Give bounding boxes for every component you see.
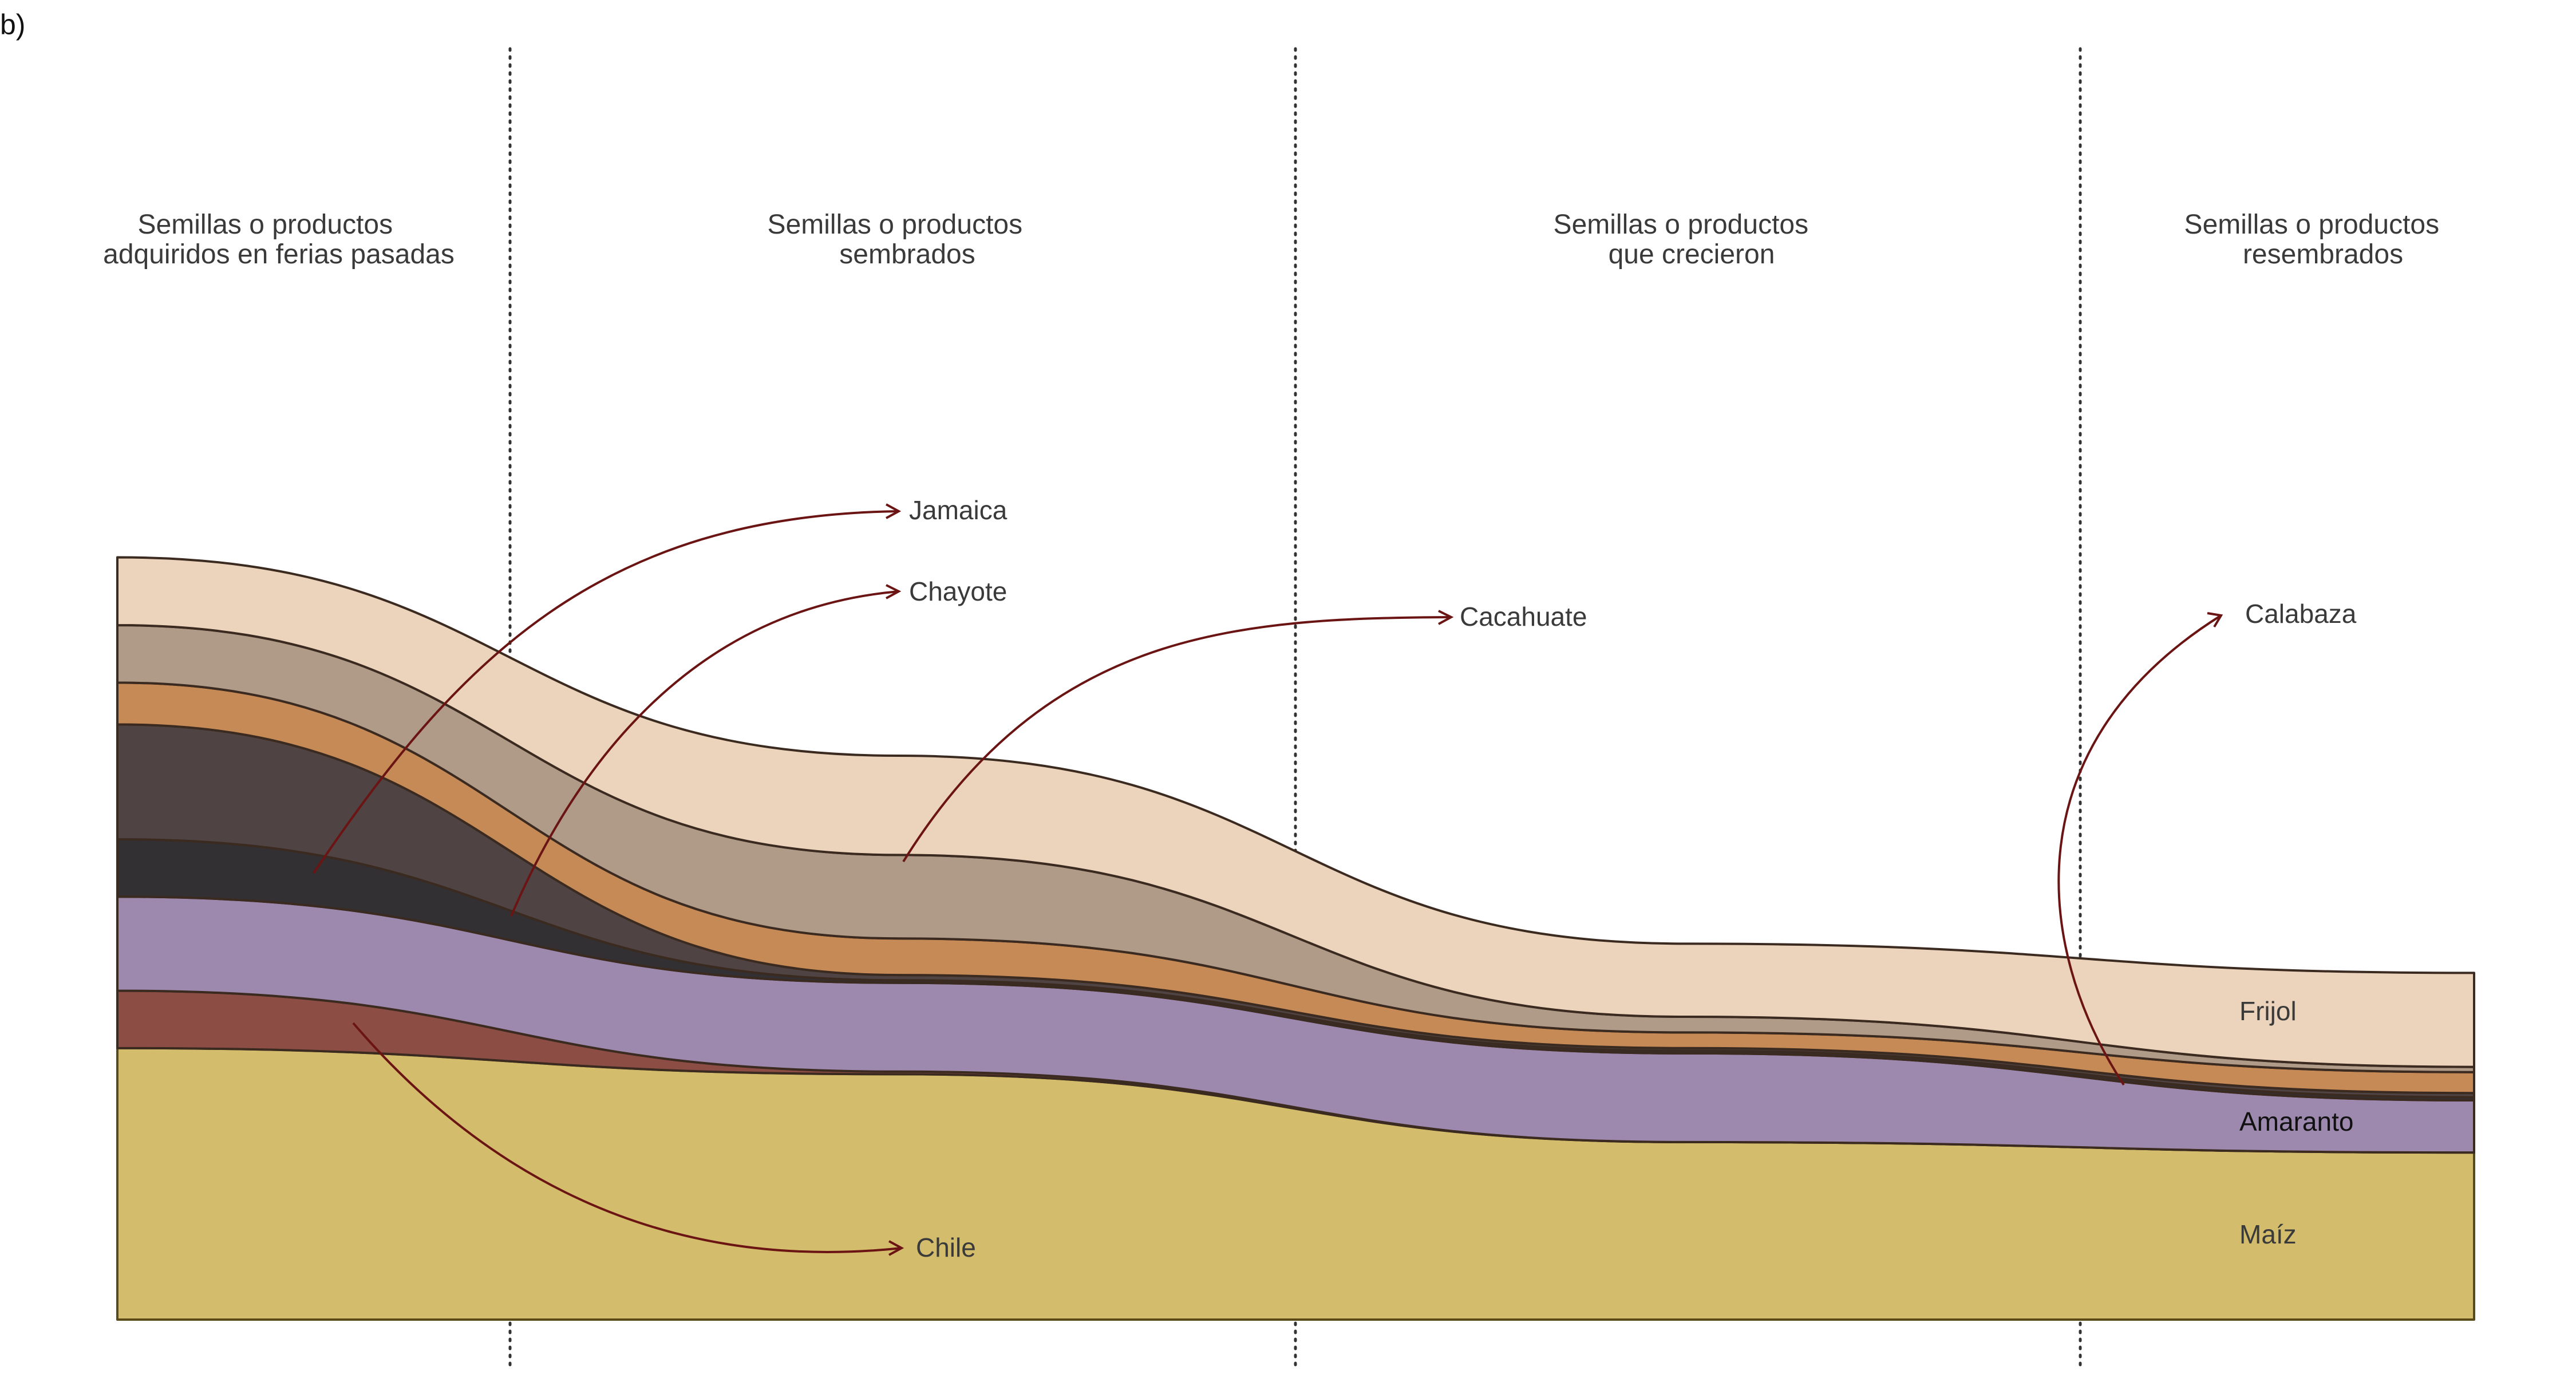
panel-label: b) xyxy=(0,9,25,41)
stage-title-3-line-1: Semillas o productos xyxy=(1554,210,1809,240)
stage-title-4-line-1: Semillas o productos xyxy=(2184,210,2440,240)
stage-title-1-line-1: Semillas o productos xyxy=(138,210,393,240)
callout-arrow-calabaza xyxy=(2057,614,2222,1086)
stage-title-4: Semillas o productos resembrados xyxy=(2184,210,2447,270)
callout-arrow-chayote xyxy=(510,590,899,917)
band-label-frijol: Frijol xyxy=(2239,996,2297,1026)
band-labels: Frijol Amaranto Maíz xyxy=(2239,996,2353,1249)
callout-label-chile: Chile xyxy=(916,1233,976,1262)
stage-title-1-line-2: adquiridos en ferias pasadas xyxy=(103,239,455,270)
arrowhead-calabaza xyxy=(2207,612,2223,628)
callout-arrows: Jamaica Chayote Cacahuate Calabaza Chile xyxy=(313,495,2357,1262)
band-label-maiz: Maíz xyxy=(2239,1219,2297,1249)
callout-label-cacahuate: Cacahuate xyxy=(1460,602,1587,631)
band-frijol xyxy=(116,556,2475,1068)
callout-arrow-jamaica xyxy=(313,510,899,874)
arrowhead-chile xyxy=(888,1240,904,1256)
stage-title-4-line-2: resembrados xyxy=(2243,239,2403,270)
stage-title-3-line-2: que crecieron xyxy=(1609,239,1775,270)
callout-arrow-chile xyxy=(352,1022,902,1253)
callout-label-chayote: Chayote xyxy=(909,577,1007,606)
stage-title-3: Semillas o productos que crecieron xyxy=(1554,210,1816,270)
arrowhead-chayote xyxy=(886,584,902,599)
stage-title-2-line-2: sembrados xyxy=(839,239,975,270)
stage-title-1: Semillas o productos adquiridos en feria… xyxy=(103,210,455,270)
callout-label-jamaica: Jamaica xyxy=(909,495,1008,525)
callout-label-calabaza: Calabaza xyxy=(2245,599,2357,629)
callout-arrow-cacahuate xyxy=(902,616,1452,863)
stage-titles: Semillas o productos adquiridos en feria… xyxy=(103,210,2447,270)
arrowhead-cacahuate xyxy=(1438,610,1454,625)
stage-title-2: Semillas o productos sembrados xyxy=(768,210,1030,270)
stage-title-2-line-1: Semillas o productos xyxy=(768,210,1023,240)
stream-bands xyxy=(116,556,2475,1321)
arrowhead-jamaica xyxy=(886,503,902,519)
band-label-amaranto: Amaranto xyxy=(2239,1107,2353,1136)
